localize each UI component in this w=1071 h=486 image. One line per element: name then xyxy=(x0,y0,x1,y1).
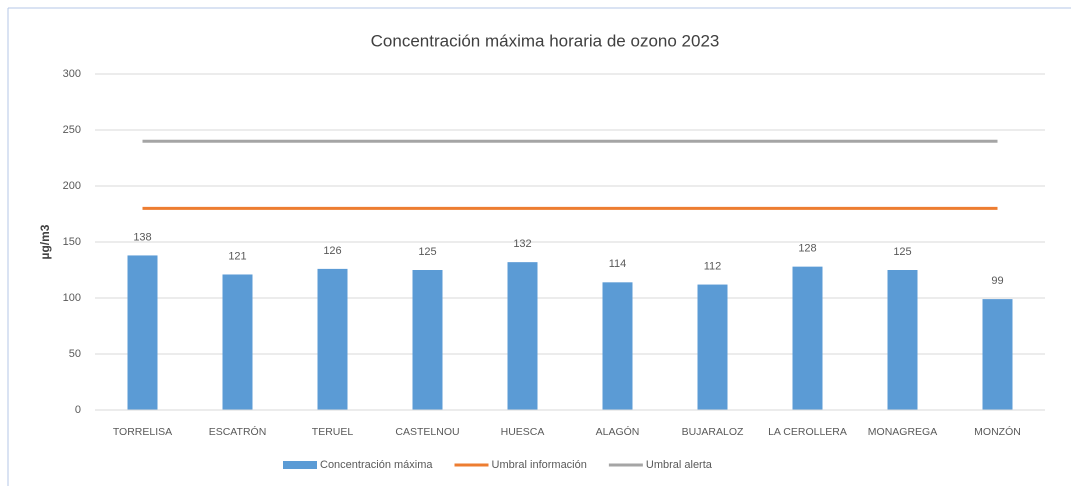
data-label: 125 xyxy=(418,246,436,258)
legend-label: Umbral información xyxy=(492,459,587,471)
bar xyxy=(982,299,1013,410)
x-tick-label: ALAGÓN xyxy=(596,425,640,438)
bar xyxy=(127,255,158,410)
data-label: 132 xyxy=(513,238,531,250)
y-tick-label: 250 xyxy=(63,124,81,136)
bar xyxy=(507,262,538,410)
data-label: 112 xyxy=(704,260,722,272)
data-label: 128 xyxy=(798,243,816,255)
x-tick-label: CASTELNOU xyxy=(395,426,459,438)
y-tick-label: 100 xyxy=(63,292,81,304)
bar xyxy=(317,268,348,410)
legend-swatch xyxy=(283,461,317,469)
y-tick-label: 300 xyxy=(63,68,81,80)
bar xyxy=(222,274,253,410)
bar xyxy=(412,270,443,410)
data-label: 138 xyxy=(133,231,151,243)
chart-title: Concentración máxima horaria de ozono 20… xyxy=(371,31,720,50)
y-tick-label: 50 xyxy=(69,348,81,360)
data-label: 121 xyxy=(228,250,246,262)
legend-label: Concentración máxima xyxy=(320,459,433,471)
y-tick-label: 150 xyxy=(63,236,81,248)
x-tick-label: TERUEL xyxy=(312,426,354,438)
x-tick-label: MONAGREGA xyxy=(868,426,937,438)
bar xyxy=(887,270,918,410)
x-tick-label: ESCATRÓN xyxy=(209,425,267,438)
x-tick-label: MONZÓN xyxy=(974,425,1021,438)
data-label: 125 xyxy=(893,246,911,258)
bar xyxy=(697,284,728,410)
y-axis-label: µg/m3 xyxy=(38,224,52,259)
x-tick-label: HUESCA xyxy=(501,426,545,438)
bar xyxy=(602,282,633,410)
x-tick-label: BUJARALOZ xyxy=(682,426,744,438)
data-label: 114 xyxy=(609,258,627,270)
data-label: 99 xyxy=(991,275,1003,287)
legend-label: Umbral alerta xyxy=(646,459,713,471)
bar xyxy=(792,266,823,410)
x-tick-label: TORRELISA xyxy=(113,426,172,438)
data-label: 126 xyxy=(323,245,341,257)
x-tick-label: LA CEROLLERA xyxy=(768,426,847,438)
y-tick-label: 200 xyxy=(63,180,81,192)
y-tick-label: 0 xyxy=(75,404,81,416)
